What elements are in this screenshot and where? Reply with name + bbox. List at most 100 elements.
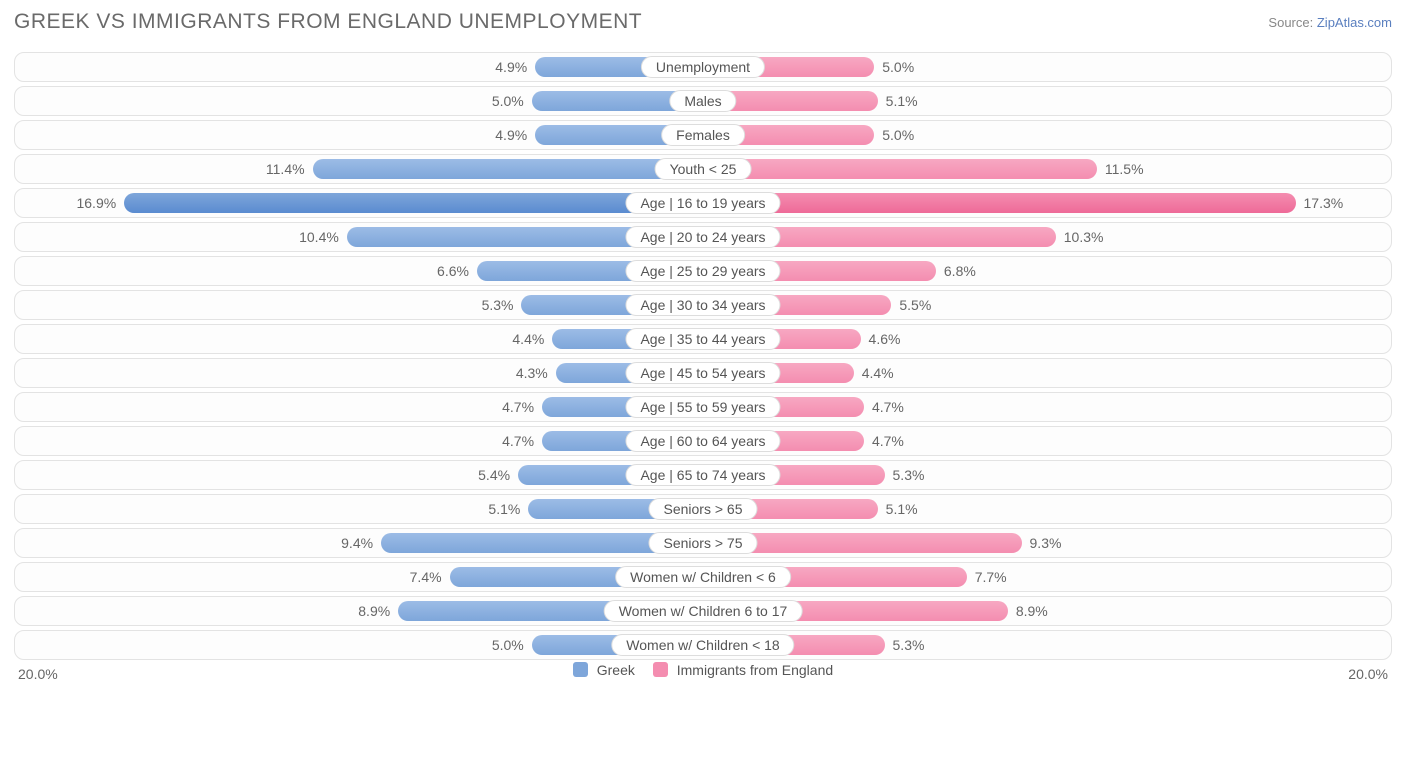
row-left-half: 4.9% [18,56,703,78]
chart-row: 4.9%5.0%Unemployment [14,52,1392,82]
row-right-half: 5.5% [703,294,1388,316]
category-label: Women w/ Children < 6 [615,566,791,588]
axis-right-max: 20.0% [1348,666,1388,682]
chart-row: 4.4%4.6%Age | 35 to 44 years [14,324,1392,354]
category-label: Seniors > 75 [649,532,758,554]
axis-left-max: 20.0% [18,666,58,682]
row-left-half: 5.4% [18,464,703,486]
row-left-half: 5.0% [18,634,703,656]
legend-swatch-left [573,662,588,677]
row-left-half: 4.7% [18,430,703,452]
right-value: 6.8% [936,263,984,279]
legend-item-right: Immigrants from England [653,662,833,678]
right-value: 17.3% [1296,195,1352,211]
left-value: 5.0% [484,93,532,109]
chart-row: 9.4% 9.3%Seniors > 75 [14,528,1392,558]
left-value: 6.6% [429,263,477,279]
row-left-half: 6.6% [18,260,703,282]
chart-row: 7.4% 7.7% Women w/ Children < 6 [14,562,1392,592]
right-value: 4.7% [864,399,912,415]
category-label: Youth < 25 [655,158,752,180]
left-bar [124,193,703,213]
chart-row: 5.4% 5.3%Age | 65 to 74 years [14,460,1392,490]
row-right-half: 17.3% [703,192,1388,214]
left-value: 5.3% [474,297,522,313]
left-value: 4.9% [487,127,535,143]
row-right-half: 4.6% [703,328,1388,350]
row-right-half: 7.7% [703,566,1388,588]
row-right-half: 4.4% [703,362,1388,384]
row-left-half: 5.0% [18,90,703,112]
right-value: 7.7% [967,569,1015,585]
right-value: 4.4% [854,365,902,381]
right-value: 5.0% [874,59,922,75]
left-value: 11.4% [258,161,313,177]
right-value: 5.5% [891,297,939,313]
category-label: Age | 16 to 19 years [625,192,780,214]
row-right-half: 8.9% [703,600,1388,622]
category-label: Age | 55 to 59 years [625,396,780,418]
category-label: Age | 60 to 64 years [625,430,780,452]
row-right-half: 5.0% [703,56,1388,78]
left-value: 4.7% [494,399,542,415]
left-value: 16.9% [68,195,124,211]
chart-row: 4.7% 4.7% Age | 60 to 64 years [14,426,1392,456]
chart-title: GREEK VS IMMIGRANTS FROM ENGLAND UNEMPLO… [14,10,642,34]
legend-label-left: Greek [597,662,635,678]
row-left-half: 10.4% [18,226,703,248]
source-label: Source: [1268,15,1313,30]
row-right-half: 5.3% [703,634,1388,656]
category-label: Males [669,90,736,112]
row-right-half: 4.7% [703,430,1388,452]
row-left-half: 5.3% [18,294,703,316]
right-value: 8.9% [1008,603,1056,619]
right-bar [703,193,1296,213]
chart-row: 10.4%10.3%Age | 20 to 24 years [14,222,1392,252]
left-value: 9.4% [333,535,381,551]
legend-item-left: Greek [573,662,635,678]
chart-header: GREEK VS IMMIGRANTS FROM ENGLAND UNEMPLO… [14,10,1392,34]
category-label: Age | 65 to 74 years [625,464,780,486]
chart-source: Source: ZipAtlas.com [1268,15,1392,30]
right-value: 5.1% [878,501,926,517]
row-right-half: 5.1% [703,90,1388,112]
diverging-bar-chart: 4.9%5.0%Unemployment5.0%5.1%Males4.9%5.0… [14,52,1392,660]
row-left-half: 7.4% [18,566,703,588]
row-right-half: 11.5% [703,158,1388,180]
category-label: Age | 35 to 44 years [625,328,780,350]
left-bar [313,159,703,179]
chart-row: 5.0% 5.1% Males [14,86,1392,116]
chart-row: 6.6% 6.8% Age | 25 to 29 years [14,256,1392,286]
row-right-half: 5.3% [703,464,1388,486]
chart-row: 5.3% 5.5% Age | 30 to 34 years [14,290,1392,320]
chart-row: 5.1%5.1%Seniors > 65 [14,494,1392,524]
category-label: Age | 25 to 29 years [625,260,780,282]
legend-label-right: Immigrants from England [677,662,833,678]
row-left-half: 4.7% [18,396,703,418]
row-left-half: 11.4% [18,158,703,180]
row-left-half: 9.4% [18,532,703,554]
left-value: 4.3% [508,365,556,381]
category-label: Age | 45 to 54 years [625,362,780,384]
row-right-half: 5.1% [703,498,1388,520]
category-label: Age | 30 to 34 years [625,294,780,316]
row-right-half: 6.8% [703,260,1388,282]
category-label: Women w/ Children < 18 [611,634,794,656]
left-value: 4.7% [494,433,542,449]
row-right-half: 9.3% [703,532,1388,554]
right-value: 4.7% [864,433,912,449]
chart-row: 8.9%8.9%Women w/ Children 6 to 17 [14,596,1392,626]
category-label: Seniors > 65 [649,498,758,520]
left-value: 5.4% [470,467,518,483]
right-value: 10.3% [1056,229,1112,245]
row-right-half: 5.0% [703,124,1388,146]
right-value: 11.5% [1097,161,1152,177]
category-label: Women w/ Children 6 to 17 [604,600,803,622]
category-label: Females [661,124,745,146]
source-link[interactable]: ZipAtlas.com [1317,15,1392,30]
row-left-half: 8.9% [18,600,703,622]
right-value: 5.0% [874,127,922,143]
left-value: 4.9% [487,59,535,75]
right-value: 4.6% [861,331,909,347]
right-value: 5.1% [878,93,926,109]
